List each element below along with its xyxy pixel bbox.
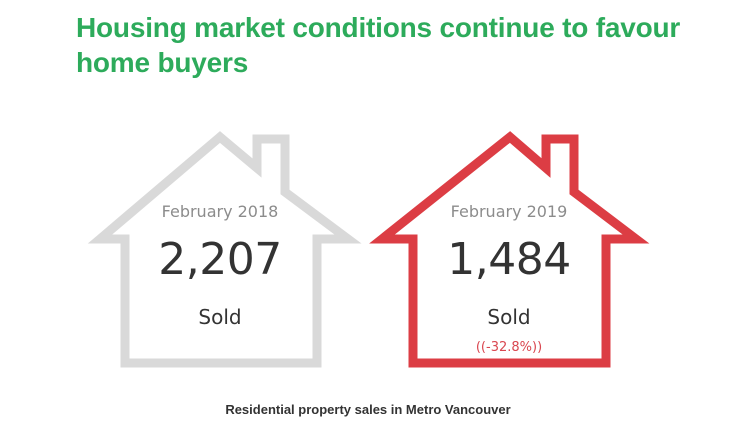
page-title: Housing market conditions continue to fa… [76, 12, 681, 78]
house-2018-period: February 2018 [161, 202, 279, 221]
house-2019-label: Sold [487, 305, 531, 329]
house-2018-label: Sold [198, 305, 242, 329]
house-outline-2018 [87, 131, 362, 368]
chart-caption: Residential property sales in Metro Vanc… [225, 402, 511, 417]
house-2019-count: 1,484 [447, 234, 571, 285]
house-2019-period: February 2019 [450, 202, 568, 221]
house-2019-change: ((-32.8%)) [475, 340, 543, 355]
house-outline-2019 [369, 131, 650, 368]
house-2018-count: 2,207 [158, 234, 282, 285]
